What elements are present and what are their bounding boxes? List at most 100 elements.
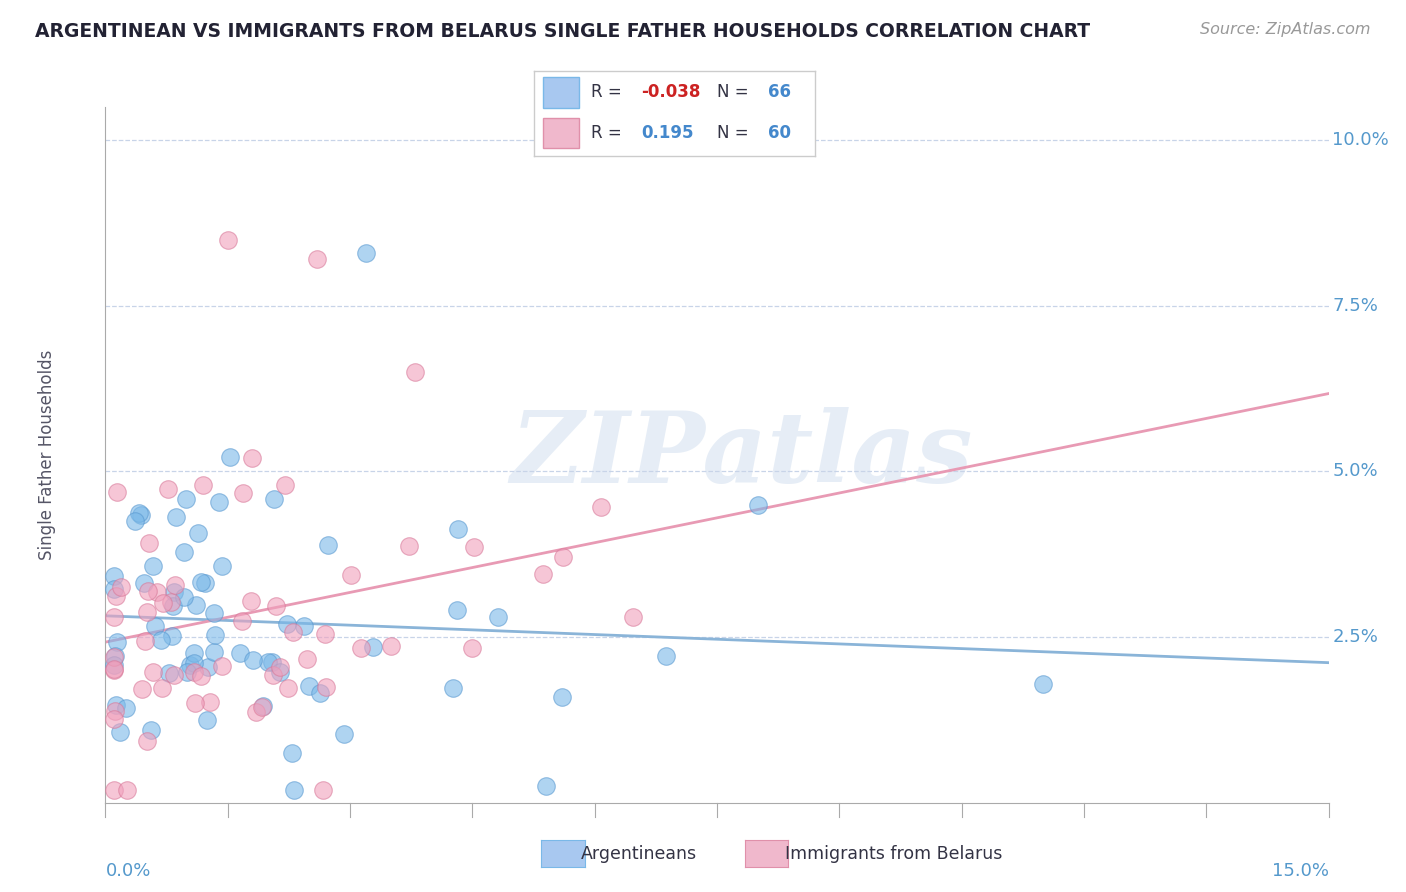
- Point: [150, 681, 173, 695]
- Text: Source: ZipAtlas.com: Source: ZipAtlas.com: [1201, 22, 1371, 37]
- Point: [269, 665, 291, 680]
- Point: [589, 500, 612, 514]
- Point: [132, 575, 155, 590]
- Text: 60: 60: [768, 124, 790, 142]
- Point: [264, 599, 287, 614]
- Point: [292, 619, 315, 633]
- Point: [240, 451, 263, 466]
- Point: [1032, 676, 1054, 690]
- Text: R =: R =: [591, 124, 621, 142]
- Point: [252, 699, 274, 714]
- Text: N =: N =: [717, 124, 748, 142]
- Point: [463, 540, 485, 554]
- Point: [356, 245, 378, 260]
- Point: [103, 568, 125, 582]
- Point: [163, 668, 186, 682]
- Point: [316, 538, 339, 552]
- Point: [229, 646, 252, 660]
- Point: [190, 575, 212, 590]
- Point: [190, 669, 212, 683]
- Point: [142, 665, 165, 680]
- Point: [398, 539, 420, 553]
- Point: [173, 545, 195, 559]
- Point: [197, 660, 219, 674]
- Point: [165, 578, 187, 592]
- Point: [157, 665, 180, 680]
- Point: [276, 616, 298, 631]
- Point: [283, 624, 305, 639]
- Point: [252, 700, 274, 714]
- Point: [461, 641, 484, 656]
- Point: [551, 690, 574, 704]
- Point: [110, 580, 132, 594]
- Point: [143, 619, 166, 633]
- Point: [283, 782, 305, 797]
- Point: [277, 681, 299, 696]
- Point: [211, 558, 233, 573]
- Point: [103, 649, 125, 664]
- Point: [159, 595, 181, 609]
- Point: [534, 780, 557, 794]
- Text: 7.5%: 7.5%: [1333, 297, 1378, 315]
- Text: R =: R =: [591, 83, 621, 101]
- Point: [219, 450, 242, 465]
- Text: 0.0%: 0.0%: [105, 863, 150, 880]
- Point: [242, 653, 264, 667]
- Point: [486, 610, 509, 624]
- FancyBboxPatch shape: [543, 78, 579, 108]
- Point: [340, 567, 363, 582]
- Point: [183, 646, 205, 660]
- Point: [103, 664, 125, 678]
- Point: [183, 665, 205, 679]
- Point: [551, 550, 574, 565]
- Point: [747, 498, 769, 512]
- Point: [240, 594, 263, 608]
- Point: [281, 746, 304, 760]
- Point: [146, 584, 169, 599]
- Point: [217, 233, 239, 247]
- Text: 10.0%: 10.0%: [1333, 131, 1389, 149]
- Point: [184, 696, 207, 710]
- Point: [142, 558, 165, 573]
- Point: [187, 526, 209, 541]
- Point: [195, 713, 218, 727]
- Text: Single Father Households: Single Father Households: [38, 350, 56, 560]
- Text: N =: N =: [717, 83, 748, 101]
- Point: [274, 477, 297, 491]
- Point: [193, 576, 215, 591]
- Point: [108, 725, 131, 739]
- Point: [198, 694, 221, 708]
- Point: [211, 659, 233, 673]
- Point: [162, 599, 184, 613]
- Point: [441, 681, 464, 695]
- Point: [193, 477, 215, 491]
- Text: 15.0%: 15.0%: [1271, 863, 1329, 880]
- Point: [136, 584, 159, 599]
- Point: [298, 679, 321, 693]
- Point: [176, 665, 198, 680]
- Point: [174, 492, 197, 507]
- FancyBboxPatch shape: [543, 118, 579, 148]
- Point: [202, 606, 225, 620]
- Point: [134, 633, 156, 648]
- Point: [136, 605, 159, 619]
- Point: [173, 590, 195, 604]
- Point: [131, 681, 153, 696]
- Point: [654, 649, 676, 664]
- Point: [262, 668, 284, 682]
- Point: [138, 536, 160, 550]
- Point: [312, 782, 335, 797]
- Point: [103, 657, 125, 672]
- Point: [104, 649, 127, 664]
- Point: [117, 782, 139, 797]
- Point: [232, 486, 254, 500]
- Point: [262, 655, 284, 669]
- Point: [202, 645, 225, 659]
- Text: ARGENTINEAN VS IMMIGRANTS FROM BELARUS SINGLE FATHER HOUSEHOLDS CORRELATION CHAR: ARGENTINEAN VS IMMIGRANTS FROM BELARUS S…: [35, 22, 1090, 41]
- Point: [129, 508, 152, 523]
- Point: [315, 680, 337, 694]
- Point: [404, 365, 426, 379]
- Point: [231, 614, 253, 628]
- Point: [103, 712, 125, 726]
- Text: -0.038: -0.038: [641, 83, 700, 101]
